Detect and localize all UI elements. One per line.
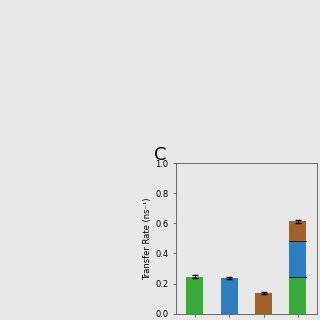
Bar — [221, 278, 238, 314]
Bar — [289, 241, 307, 277]
Bar — [289, 277, 307, 314]
Bar — [289, 221, 307, 241]
Bar — [255, 293, 272, 314]
Y-axis label: Transfer Rate (ns⁻¹): Transfer Rate (ns⁻¹) — [143, 197, 152, 280]
Text: C: C — [154, 146, 166, 164]
Bar — [186, 277, 204, 314]
